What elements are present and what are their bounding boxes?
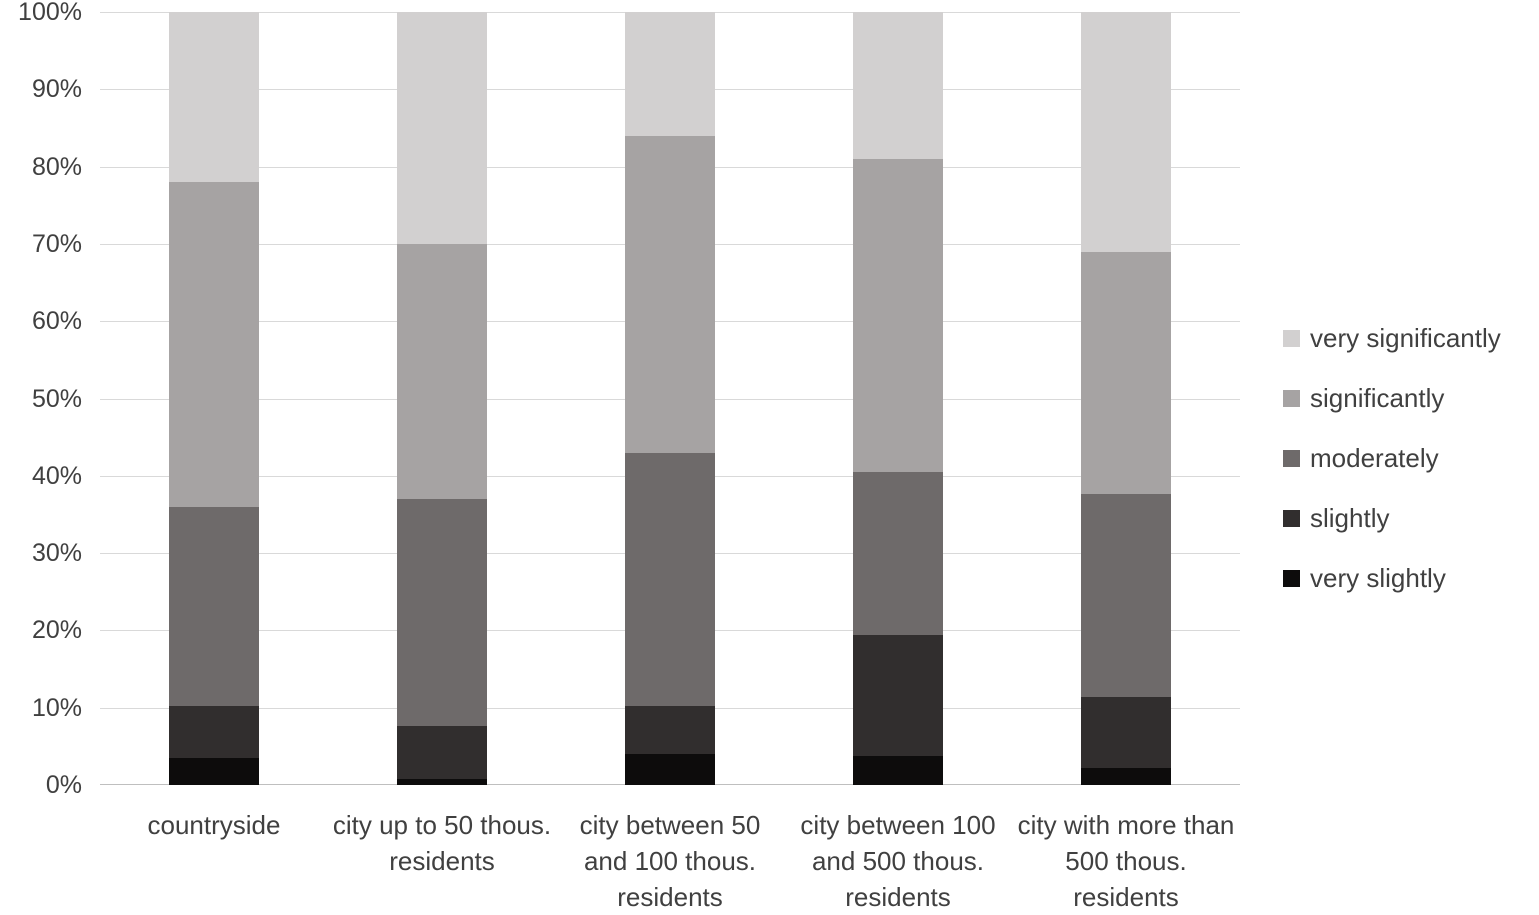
- bar-segment-significantly: [625, 136, 715, 454]
- legend-swatch: [1283, 569, 1300, 587]
- bar-segment-very-significantly: [169, 12, 259, 183]
- x-category-label: city between 50 and 100 thous. residents: [579, 810, 761, 912]
- y-tick-label: 60%: [31, 307, 82, 335]
- legend-item: very significantly: [1283, 323, 1501, 353]
- legend-label: moderately: [1310, 442, 1439, 473]
- bar-segment-moderately: [397, 499, 487, 727]
- y-tick-label: 70%: [31, 230, 82, 258]
- bar-segment-slightly: [853, 635, 943, 756]
- bar-segment-significantly: [397, 243, 487, 500]
- legend-swatch: [1283, 449, 1300, 467]
- bar-segment-very-slightly: [625, 754, 715, 785]
- x-category-label: city with more than 500 thous. residents: [1017, 810, 1235, 912]
- legend-swatch: [1283, 509, 1300, 527]
- y-tick-label: 90%: [31, 75, 82, 103]
- bar-segment-slightly: [1081, 696, 1171, 768]
- bar-segment-very-slightly: [169, 757, 259, 785]
- bar-segment-slightly: [625, 706, 715, 755]
- bar-segment-significantly: [169, 182, 259, 507]
- bar-segment-very-significantly: [853, 12, 943, 159]
- legend-item: very slightly: [1283, 563, 1501, 593]
- x-category-label: countryside: [147, 810, 281, 840]
- legend-swatch: [1283, 329, 1300, 347]
- bar-segment-very-slightly: [397, 778, 487, 785]
- y-tick-label: 0%: [45, 771, 82, 799]
- bar-3: [625, 12, 715, 785]
- legend-item: significantly: [1283, 383, 1501, 413]
- x-axis-labels: countryside city up to 50 thous. resident…: [100, 801, 1240, 912]
- y-tick-label: 40%: [31, 462, 82, 490]
- bar-segment-slightly: [397, 726, 487, 779]
- legend-swatch: [1283, 389, 1300, 407]
- legend-label: very slightly: [1310, 562, 1446, 593]
- bar-segment-very-slightly: [853, 755, 943, 785]
- bar-segment-significantly: [853, 158, 943, 472]
- legend: very significantly significantly moderatel…: [1283, 323, 1501, 593]
- bar-segment-very-significantly: [397, 12, 487, 244]
- legend-label: significantly: [1310, 382, 1445, 413]
- plot-area: [100, 12, 1240, 785]
- bar-segment-moderately: [169, 506, 259, 707]
- bar-segment-very-slightly: [1081, 768, 1171, 785]
- bar-4: [853, 12, 943, 785]
- bar-segment-very-significantly: [1081, 12, 1171, 253]
- legend-label: slightly: [1310, 502, 1390, 533]
- x-category-label: city between 100 and 500 thous. resident…: [800, 810, 996, 912]
- y-tick-label: 50%: [31, 385, 82, 413]
- y-axis-labels: 0% 10% 20% 30% 40% 50% 60% 70% 80% 90% 100%: [0, 0, 88, 799]
- bar-segment-slightly: [169, 706, 259, 758]
- y-tick-label: 80%: [31, 153, 82, 181]
- bar-segment-very-significantly: [625, 12, 715, 137]
- legend-item: slightly: [1283, 503, 1501, 533]
- y-tick-label: 10%: [31, 694, 82, 722]
- legend-label: very significantly: [1310, 322, 1501, 353]
- bar-2: [397, 12, 487, 785]
- y-tick-label: 30%: [31, 539, 82, 567]
- y-tick-label: 100%: [18, 0, 82, 26]
- bar-segment-moderately: [853, 471, 943, 636]
- bar-segment-moderately: [625, 453, 715, 707]
- legend-item: moderately: [1283, 443, 1501, 473]
- x-category-label: city up to 50 thous. residents: [332, 810, 552, 876]
- y-tick-label: 20%: [31, 616, 82, 644]
- bar-segment-moderately: [1081, 494, 1171, 697]
- bar-5: [1081, 12, 1171, 785]
- bar-segment-significantly: [1081, 252, 1171, 495]
- bar-1: [169, 12, 259, 785]
